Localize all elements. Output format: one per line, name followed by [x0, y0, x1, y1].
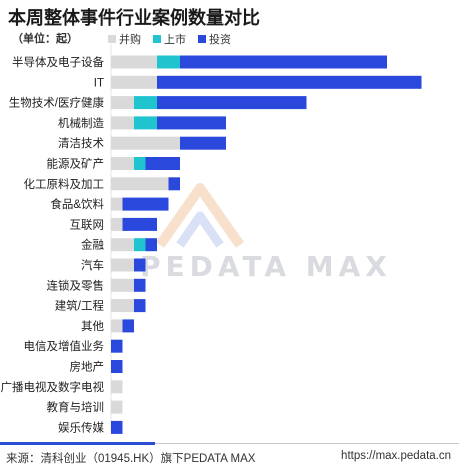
category-label: 互联网 [70, 217, 105, 231]
legend-item-invest: 投资 [198, 31, 231, 47]
unit-label: （单位：起） [12, 33, 78, 45]
category-label: 娱乐传媒 [58, 420, 104, 434]
legend-label-ma: 并购 [119, 34, 141, 46]
category-label: 半导体及电子设备 [12, 55, 104, 69]
bar-segment-ma [111, 197, 123, 211]
bar-segment-ma [111, 238, 134, 252]
bar-segment-ipo [134, 116, 157, 130]
category-label: 房地产 [70, 360, 105, 374]
bar-segment-invest [122, 319, 134, 333]
category-label: 广播电视及数字电视 [1, 380, 105, 394]
bar-segment-ipo [134, 96, 157, 110]
bar-segment-invest [180, 55, 387, 69]
category-label: 金融 [81, 238, 104, 252]
bar-segment-ma [111, 136, 180, 150]
category-label: 能源及矿产 [47, 157, 105, 171]
bar-segment-ipo [157, 55, 180, 69]
bar-segment-invest [168, 177, 180, 191]
bar-segment-invest [111, 360, 123, 373]
bar-segment-ma [111, 380, 123, 394]
category-label: 清洁技术 [58, 137, 104, 150]
bar-segment-ma [111, 258, 134, 272]
legend-label-invest: 投资 [209, 34, 231, 46]
category-label: 化工原料及加工 [24, 177, 105, 191]
legend-swatch-ma [108, 35, 116, 43]
legend-item-ma: 并购 [108, 31, 141, 47]
bar-segment-ma [111, 55, 157, 69]
footer-url[interactable]: https://max.pedata.cn [341, 450, 451, 462]
bar-segment-invest [134, 278, 146, 292]
legend-swatch-invest [198, 35, 206, 43]
category-label: IT [94, 77, 104, 89]
bar-segment-invest [157, 96, 307, 110]
category-label: 电信及增值业务 [24, 339, 105, 353]
bar-segment-invest [122, 217, 157, 231]
bar-segment-ma [111, 75, 157, 89]
footer-source: 来源：清科创业（01945.HK）旗下PEDATA MAX [6, 453, 256, 465]
bar-segment-ma [111, 400, 123, 414]
legend-swatch-ipo [153, 35, 161, 43]
category-label: 建筑/工程 [55, 299, 105, 313]
category-label: 汽车 [81, 258, 104, 272]
legend-item-ipo: 上市 [153, 31, 186, 47]
legend-label-ipo: 上市 [164, 34, 186, 46]
bar-segment-ma [111, 319, 123, 333]
bar-segment-ma [111, 116, 134, 130]
footer-divider [0, 443, 459, 444]
bar-segment-invest [134, 258, 146, 272]
bar-segment-invest [157, 116, 226, 130]
bar-segment-invest [111, 420, 123, 434]
bar-segment-invest [157, 75, 422, 89]
bar-segment-ipo [134, 157, 146, 170]
category-label: 连锁及零售 [47, 278, 105, 292]
bar-segment-ipo [134, 238, 146, 252]
category-label: 食品&饮料 [50, 197, 104, 211]
footer-accent-bar [0, 442, 155, 445]
bar-segment-ma [111, 299, 134, 313]
category-label: 生物技术/医疗健康 [9, 96, 105, 110]
bar-segment-invest [134, 299, 146, 313]
bar-segment-ma [111, 278, 134, 292]
category-label: 其他 [81, 320, 104, 333]
bar-segment-invest [145, 157, 180, 170]
bar-segment-ma [111, 177, 169, 191]
category-label: 教育与培训 [47, 400, 105, 414]
category-label: 机械制造 [58, 116, 104, 130]
bar-segment-ma [111, 157, 134, 170]
chart-title: 本周整体事件行业案例数量对比 [8, 8, 260, 28]
bar-segment-invest [122, 197, 169, 211]
chart-legend: 并购 上市 投资 [108, 31, 231, 47]
bar-chart: 半导体及电子设备 IT 生物技术/医疗健康机械制造清洁技术能源及矿产化工原料及加工食… [1, 44, 422, 434]
watermark-text: PEDATA MAX [140, 250, 392, 283]
bar-segment-ma [111, 96, 134, 110]
bar-segment-ma [111, 217, 123, 231]
bar-segment-invest [180, 136, 226, 150]
bar-segment-invest [145, 238, 157, 252]
bar-segment-invest [111, 339, 123, 353]
